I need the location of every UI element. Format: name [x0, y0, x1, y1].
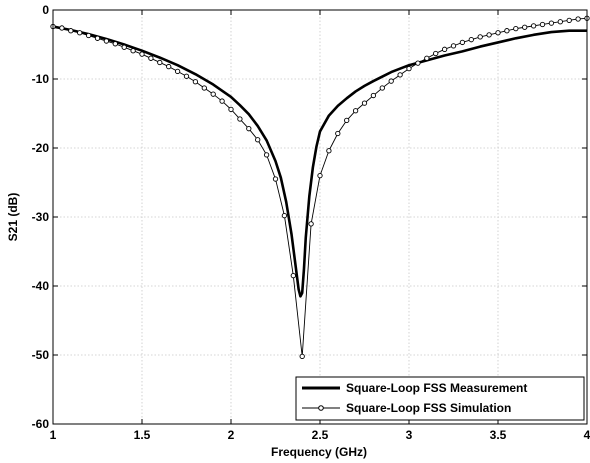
simulation-data-point [183, 73, 190, 79]
simulation-data-point [477, 34, 483, 40]
simulation-data-point [219, 98, 225, 104]
simulation-data-point [201, 85, 207, 91]
x-tick-label: 2.5 [312, 428, 329, 442]
simulation-data-point [157, 59, 163, 66]
tick-layer: 1 1.5 2 2.5 3 3.5 4 0 -10 -20 -30 -40 -50 -60 [32, 3, 590, 442]
simulation-data-point [513, 25, 519, 32]
simulation-data-point [112, 41, 118, 47]
simulation-data-point [539, 21, 546, 28]
simulation-data-point [85, 32, 92, 39]
simulation-data-point [406, 66, 412, 72]
simulation-data-point [530, 23, 537, 29]
grid-layer [53, 10, 587, 424]
legend-measurement-label: Square-Loop FSS Measurement [346, 381, 527, 395]
simulation-data-point [77, 30, 83, 36]
simulation-data-point [557, 19, 563, 25]
simulation-data-point [486, 32, 492, 38]
simulation-data-point [415, 60, 421, 66]
y-tick-label: -10 [32, 72, 50, 86]
simulation-data-point [246, 126, 252, 132]
simulation-data-point [263, 152, 270, 158]
simulation-data-point [174, 68, 181, 75]
y-tick-label: 0 [42, 3, 49, 17]
x-tick-label: 3.5 [490, 428, 507, 442]
simulation-data-point [281, 212, 288, 219]
legend-simulation-marker [318, 405, 324, 411]
legend-box [295, 376, 585, 421]
simulation-data-point [504, 28, 510, 34]
simulation-data-point [379, 85, 385, 91]
x-tick-label: 2 [228, 428, 235, 442]
simulation-data-point [121, 44, 127, 50]
legend-simulation-label: Square-Loop FSS Simulation [346, 401, 511, 415]
simulation-data-point [192, 79, 199, 85]
simulation-data-point [441, 46, 448, 52]
simulation-data-point [139, 51, 145, 57]
simulation-data-point [548, 20, 555, 26]
measurement-series-line [52, 25, 587, 298]
x-tick-label: 4 [584, 428, 590, 442]
simulation-data-point [290, 272, 296, 279]
y-axis-title: S21 (dB) [6, 193, 20, 242]
simulation-data-point [299, 353, 305, 360]
simulation-data-point [68, 28, 74, 34]
simulation-data-point [335, 130, 341, 137]
simulation-data-point [566, 17, 572, 23]
simulation-data-point [450, 43, 457, 49]
simulation-data-point [326, 148, 332, 154]
simulation-data-point [361, 100, 368, 106]
simulation-data-point [522, 24, 528, 30]
simulation-data-point [370, 92, 377, 99]
x-axis-title: Frequency (GHz) [271, 445, 367, 459]
simulation-data-point [59, 25, 65, 31]
simulation-data-point [575, 16, 581, 22]
x-tick-label: 3 [406, 428, 413, 442]
simulation-data-point [237, 116, 243, 122]
simulation-data-point [388, 78, 394, 84]
x-tick-label: 1 [50, 428, 57, 442]
simulation-data-point [344, 117, 350, 124]
x-tick-label: 1.5 [134, 428, 151, 442]
simulation-data-point [103, 38, 110, 44]
simulation-data-point [495, 30, 501, 36]
simulation-data-point [210, 91, 216, 97]
simulation-data-point [317, 172, 323, 179]
simulation-data-point [228, 106, 234, 113]
simulation-data-point [468, 37, 474, 43]
simulation-data-point [94, 35, 101, 41]
y-tick-label: -20 [32, 141, 50, 155]
y-tick-label: -60 [32, 417, 50, 431]
simulation-data-point [424, 55, 430, 61]
simulation-data-point [459, 39, 466, 46]
simulation-data-point [308, 221, 314, 227]
simulation-data-point [433, 50, 439, 57]
simulation-data-point [352, 108, 359, 114]
simulation-data-point [130, 48, 136, 54]
simulation-data-point [397, 72, 403, 78]
y-tick-label: -40 [32, 279, 50, 293]
simulation-data-point [255, 137, 261, 143]
simulation-data-point [148, 55, 154, 61]
legend: Square-Loop FSS Measurement Square-Loop … [295, 376, 585, 421]
series-layer [50, 15, 590, 360]
simulation-data-point [272, 176, 279, 182]
simulation-data-point [166, 63, 172, 70]
y-tick-label: -50 [32, 348, 50, 362]
y-tick-label: -30 [32, 210, 50, 224]
